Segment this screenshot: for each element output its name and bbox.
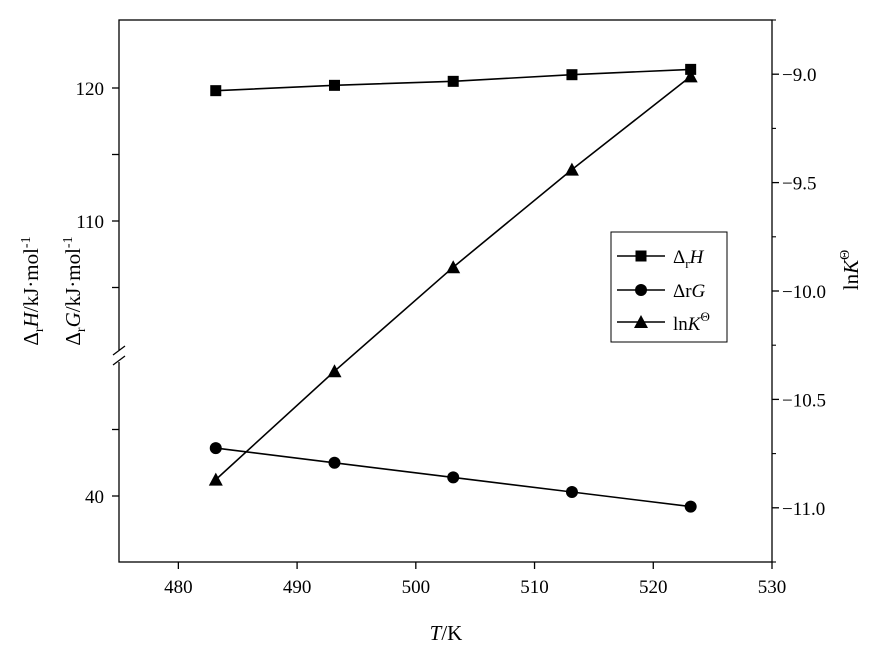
legend-marker-dg xyxy=(635,284,647,296)
legend-marker-lnk xyxy=(634,315,648,328)
plot-series xyxy=(208,63,698,513)
data-point-dH xyxy=(447,75,459,87)
x-tick-label: 490 xyxy=(283,577,312,598)
data-point-dH xyxy=(328,79,340,91)
legend-lnk-ital: K xyxy=(687,314,702,335)
legend-dh-pre: Δ xyxy=(673,247,685,268)
data-point-dG xyxy=(565,486,578,499)
right-axis-ticks: −9.0 −9.5 −10.0 −10.5 −11.0 xyxy=(772,19,826,563)
data-point-lnK xyxy=(208,472,223,486)
left-tick-label: 120 xyxy=(76,79,105,100)
x-tick-label: 530 xyxy=(758,577,787,598)
left-title-dg-ital: G xyxy=(61,312,85,327)
data-point-lnK xyxy=(446,260,461,274)
data-point-dH xyxy=(566,69,578,81)
left-axis-title-dh: ΔrH/kJ·mol-1 xyxy=(19,236,47,345)
right-title-pre: ln xyxy=(839,273,863,290)
x-axis-title-rest: /K xyxy=(441,621,462,645)
legend-box xyxy=(610,231,728,343)
x-tick-label: 480 xyxy=(164,577,193,598)
legend-lnk-pre: ln xyxy=(673,314,688,335)
left-tick-label: 40 xyxy=(85,487,104,508)
data-point-dH xyxy=(685,63,697,75)
axis-break-slash xyxy=(112,345,126,356)
right-tick-label: −9.5 xyxy=(782,174,816,195)
data-point-lnK xyxy=(327,364,342,378)
legend-label-dh: ΔrH xyxy=(673,247,705,271)
legend-dh-ital: H xyxy=(689,247,705,268)
axis-break-slash xyxy=(112,355,126,366)
right-title-ital: K xyxy=(839,259,863,275)
legend-dh-sub: r xyxy=(685,256,690,271)
legend-dg-pre: Δr xyxy=(673,281,692,302)
left-title-dh-sub: r xyxy=(32,327,47,332)
legend-marker-dh xyxy=(635,250,647,262)
right-tick-label: −9.0 xyxy=(782,65,816,86)
x-tick-label: 500 xyxy=(402,577,431,598)
x-axis-title: T/K xyxy=(430,621,463,645)
right-axis-title: lnKΘ xyxy=(838,250,863,290)
right-tick-label: −10.5 xyxy=(782,390,826,411)
x-tick-label: 520 xyxy=(639,577,668,598)
left-title-dh-sup: -1 xyxy=(19,236,34,248)
legend-label-lnk: lnKΘ xyxy=(673,309,710,335)
left-title-dh-ital: H xyxy=(19,310,43,328)
left-title-dg-rest: /kJ·mol xyxy=(61,248,85,312)
axis-break-mark xyxy=(112,345,126,366)
legend: ΔrH ΔrG lnKΘ xyxy=(610,231,728,343)
data-point-dG xyxy=(328,456,341,469)
left-title-dg-pre: Δ xyxy=(61,332,85,346)
left-title-dh-pre: Δ xyxy=(19,332,43,346)
left-axis-title-dg: ΔrG/kJ·mol-1 xyxy=(61,236,89,345)
left-title-dg-sup: -1 xyxy=(61,236,76,248)
left-title-dg-sub: r xyxy=(74,327,89,332)
data-point-dG xyxy=(447,471,460,484)
left-axis-ticks: 40 110 120 xyxy=(76,79,119,508)
legend-label-dg: ΔrG xyxy=(673,281,706,302)
x-axis-ticks: 480 490 500 510 520 530 xyxy=(164,562,786,598)
right-title-sup: Θ xyxy=(838,250,853,260)
data-point-dG xyxy=(209,442,222,455)
left-title-dh-rest: /kJ·mol xyxy=(19,248,43,312)
axis-break-gap xyxy=(116,350,122,362)
data-point-lnK xyxy=(683,69,698,83)
data-point-dH xyxy=(210,85,222,97)
legend-lnk-sup: Θ xyxy=(700,309,709,324)
left-tick-label: 110 xyxy=(76,212,104,233)
right-tick-label: −10.0 xyxy=(782,282,826,303)
right-tick-label: −11.0 xyxy=(782,499,825,520)
x-tick-label: 510 xyxy=(520,577,549,598)
plot-frame xyxy=(118,19,773,563)
legend-dg-ital: G xyxy=(692,281,706,302)
data-point-lnK xyxy=(564,162,579,176)
data-point-dG xyxy=(684,500,697,513)
x-axis-title-italic: T xyxy=(430,621,443,645)
